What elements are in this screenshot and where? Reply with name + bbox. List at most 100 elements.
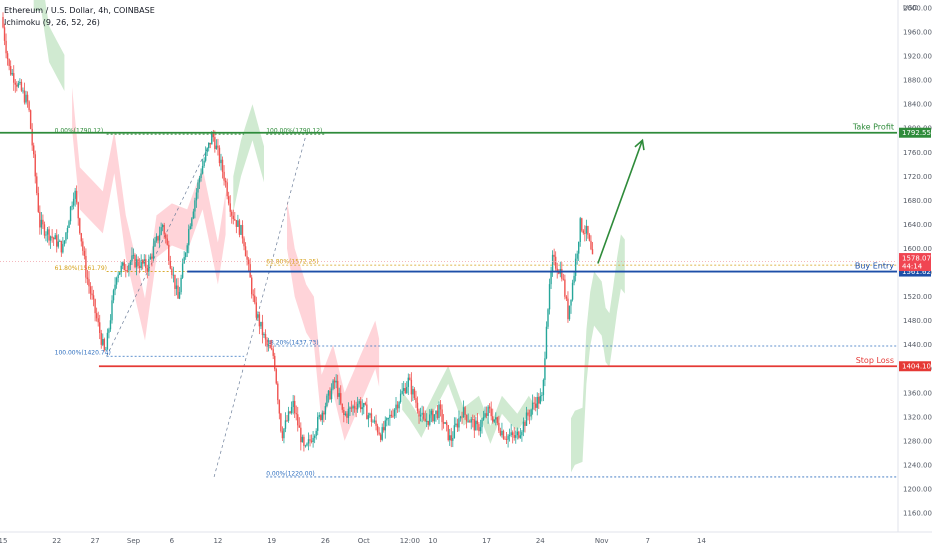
candle-body: [358, 401, 360, 404]
fib-level-label: 61.80%(1572.25): [266, 259, 318, 266]
candle: [180, 274, 182, 295]
candle: [407, 373, 409, 395]
candle: [525, 406, 528, 426]
candle-body: [251, 277, 253, 295]
candle: [289, 410, 291, 415]
candle-body: [376, 425, 379, 433]
candle: [363, 402, 365, 415]
candle-body: [375, 420, 377, 426]
candle: [564, 274, 566, 300]
candle: [146, 264, 149, 279]
candle-body: [274, 355, 276, 370]
fib-trend-line: [106, 134, 215, 357]
candle-body: [283, 428, 285, 439]
time-tick-label: 14: [697, 537, 706, 545]
candle: [82, 238, 84, 256]
candle-body: [412, 389, 414, 395]
candle: [14, 78, 16, 93]
candle: [482, 410, 485, 421]
candle: [430, 408, 433, 423]
candle: [499, 427, 502, 437]
candle: [450, 427, 452, 448]
candle-body: [17, 83, 20, 87]
candle-body: [554, 256, 557, 269]
candle: [541, 392, 543, 402]
candle-body: [473, 419, 476, 431]
candle: [352, 404, 354, 416]
candle: [95, 307, 98, 322]
candle-body: [404, 388, 406, 393]
buy-entry-label: Buy Entry: [855, 262, 894, 271]
candle: [321, 410, 324, 425]
candle: [209, 142, 211, 149]
candle: [591, 242, 594, 255]
candle-body: [502, 430, 505, 439]
candle: [547, 308, 549, 330]
candle: [406, 381, 408, 394]
price-tick-label: 1720.00: [903, 173, 932, 181]
candle: [412, 385, 414, 402]
candle-body: [541, 395, 543, 397]
candle: [149, 253, 152, 260]
candle-body: [481, 419, 483, 428]
candle-body: [115, 278, 118, 285]
candle-body: [315, 430, 317, 437]
candle-body: [336, 380, 339, 397]
candle: [5, 33, 7, 59]
candle: [355, 401, 357, 418]
candle-body: [576, 253, 578, 259]
candle: [62, 237, 64, 254]
candle-body: [287, 411, 290, 421]
candle: [519, 427, 522, 439]
candle-body: [591, 249, 594, 255]
candle: [387, 417, 390, 426]
candle: [432, 408, 434, 423]
candle: [244, 242, 247, 257]
candle: [140, 254, 142, 271]
candle-body: [441, 409, 443, 423]
candle: [111, 295, 113, 324]
time-tick-label: 15: [0, 537, 7, 545]
price-tick-label: 1680.00: [903, 197, 932, 205]
candle-body: [338, 393, 340, 397]
candle: [52, 236, 55, 246]
candle-body: [174, 274, 176, 289]
candle-body: [422, 412, 425, 419]
candle: [298, 417, 300, 428]
candle-body: [155, 236, 158, 241]
candle: [109, 314, 112, 332]
candle: [505, 431, 508, 445]
candle-body: [218, 147, 221, 164]
candle: [20, 79, 23, 92]
candle-body: [472, 419, 474, 421]
candle: [313, 434, 316, 444]
candle-body: [410, 379, 413, 395]
candle: [533, 396, 535, 411]
candle: [353, 400, 356, 413]
candle-body: [208, 142, 210, 149]
candle: [439, 399, 442, 417]
candle-body: [260, 321, 262, 327]
candle-body: [39, 211, 41, 228]
candle-body: [393, 409, 396, 417]
candle-body: [360, 401, 362, 410]
candle: [201, 158, 204, 175]
candle: [163, 222, 165, 239]
candle: [498, 415, 500, 434]
time-tick-label: 26: [321, 537, 330, 545]
candle: [535, 397, 537, 412]
candle: [449, 428, 451, 446]
candle-body: [398, 402, 400, 409]
candle-body: [531, 402, 534, 410]
indicator-label: Ichimoku (9, 26, 52, 26): [4, 18, 100, 27]
candle: [235, 220, 238, 234]
candle-body: [220, 159, 222, 164]
candle: [160, 222, 162, 236]
candle: [275, 367, 277, 385]
candle: [419, 407, 422, 422]
candle-body: [117, 274, 119, 279]
price-tick-label: 1600.00: [903, 245, 932, 253]
candle-body: [195, 192, 198, 201]
